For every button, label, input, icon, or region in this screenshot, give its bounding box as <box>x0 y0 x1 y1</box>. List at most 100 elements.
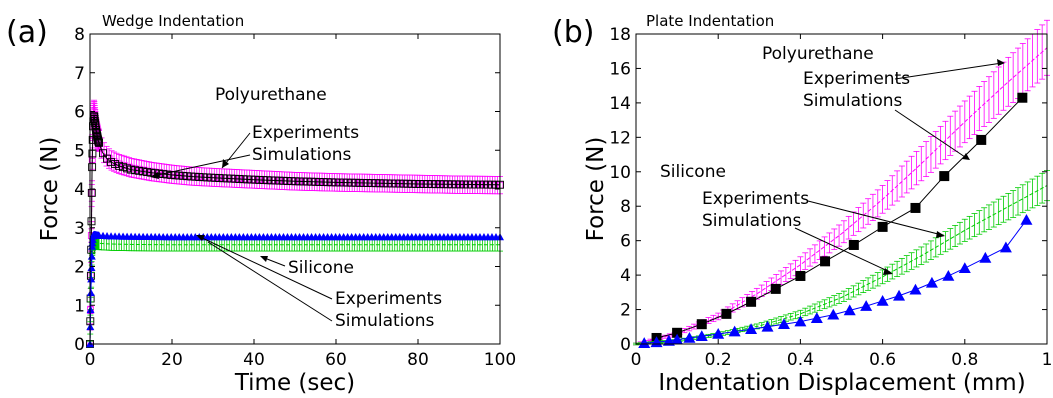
a-series-1-marker <box>395 179 404 188</box>
b-series-3-marker <box>876 294 889 306</box>
a-series-1-marker <box>299 177 308 186</box>
a-series-1-marker <box>179 171 188 180</box>
panel-a-ticks: 0 20 40 60 80 100 0 1 2 3 4 5 6 7 8 <box>74 25 516 370</box>
a-series-1-marker <box>443 180 452 189</box>
panel-b-ylabel: Force (N) <box>583 137 609 242</box>
b-series-3-marker <box>671 333 684 345</box>
a-series-1-marker <box>439 180 448 189</box>
a-series-1-marker <box>379 179 388 188</box>
arrow-a-pu-sim-head <box>150 172 159 179</box>
a-series-1-marker <box>431 180 440 189</box>
b-xtick-label: 0.8 <box>951 350 978 370</box>
a-series-1-marker <box>247 175 256 184</box>
b-series-3-marker <box>777 318 790 329</box>
arrow-a-si-silicone-head <box>260 256 268 262</box>
a-xtick-label: 40 <box>243 350 265 370</box>
a-series-1-marker <box>363 179 372 187</box>
a-series-1-marker <box>447 180 456 189</box>
b-ytick-label: 18 <box>609 25 631 45</box>
a-series-1-marker <box>87 217 96 226</box>
a-series-1-marker <box>427 180 436 189</box>
panel-a-arrows <box>150 132 333 322</box>
a-series-1-marker <box>135 166 144 175</box>
b-series-3-marker <box>942 269 955 281</box>
a-series-0-marker <box>140 166 148 174</box>
a-series-1-marker <box>203 173 212 182</box>
panel-b: (b) Plate Indentation 0 0.2 0.4 0.6 0.8 10246… <box>552 12 1052 396</box>
a-series-1-marker <box>355 178 364 187</box>
a-series-1-marker <box>127 165 136 174</box>
a-series-1-marker <box>488 180 496 189</box>
a-series-1-marker <box>423 180 432 189</box>
panel-a-annotation-pu-experiments: Experiments <box>252 123 359 143</box>
a-series-1-marker <box>492 180 500 189</box>
panel-b-title: Plate Indentation <box>646 12 774 30</box>
b-series-3-marker <box>683 331 696 343</box>
arrow-b-si-sim <box>794 227 891 273</box>
b-series-3-marker <box>827 308 840 320</box>
b-xtick-label: 0 <box>631 350 642 370</box>
a-series-3 <box>86 230 504 348</box>
a-series-1-marker <box>303 177 312 186</box>
arrow-b-pu-sim <box>894 109 969 160</box>
a-series-1-marker <box>243 175 252 184</box>
a-series-1-marker <box>339 178 348 187</box>
a-series-1-marker <box>347 178 356 187</box>
a-series-1-marker <box>143 168 152 177</box>
a-series-1-marker <box>455 180 464 189</box>
a-ytick-label: 6 <box>74 103 85 123</box>
b-series-3-marker <box>979 251 992 263</box>
a-series-1-marker <box>307 177 316 186</box>
a-series-1-marker <box>319 178 328 187</box>
a-series-1-marker <box>323 178 332 187</box>
b-xtick-label: 0.6 <box>869 350 896 370</box>
a-series-3-marker <box>86 288 95 297</box>
a-xtick-label: 60 <box>325 350 347 370</box>
b-ytick-label: 10 <box>609 163 631 183</box>
arrow-a-pu-exp-head <box>222 159 229 168</box>
panel-a-plot-area <box>86 99 504 348</box>
b-series-1-marker <box>976 134 987 145</box>
a-series-1-marker <box>231 174 240 183</box>
b-series-1-marker <box>820 256 831 267</box>
panel-b-letter: (b) <box>552 15 594 50</box>
b-series-1-marker <box>721 308 732 319</box>
b-series-1-marker <box>1017 92 1028 103</box>
a-series-1-marker <box>399 179 408 188</box>
b-series-3-marker <box>712 328 725 339</box>
b-series-3-marker <box>909 283 922 295</box>
b-series-3-marker <box>925 276 938 288</box>
b-series-1-marker <box>746 296 757 307</box>
a-series-1-marker <box>223 174 232 183</box>
arrow-a-si-exp <box>197 235 333 300</box>
b-series-1-marker <box>848 239 859 250</box>
a-series-1-marker <box>291 177 300 186</box>
a-series-1-marker <box>99 149 107 158</box>
a-series-1-marker <box>251 175 260 184</box>
b-series-3-marker <box>860 300 873 311</box>
panel-a-xlabel: Time (sec) <box>234 370 355 396</box>
b-series-3-marker <box>810 312 823 323</box>
panel-b-xlabel: Indentation Displacement (mm) <box>658 370 1025 396</box>
panel-a-annotation-polyurethane: Polyurethane <box>215 85 327 105</box>
a-series-1-marker <box>343 178 352 187</box>
b-series-1-marker <box>910 202 921 213</box>
a-series-1-marker <box>171 171 180 180</box>
a-series-1-marker <box>279 176 288 185</box>
a-series-1-marker <box>295 177 304 186</box>
b-series-3-marker <box>728 325 741 337</box>
a-series-1-marker <box>123 164 132 173</box>
b-ytick-label: 14 <box>609 94 631 114</box>
panel-b-annotation-si-simulations: Simulations <box>702 211 802 231</box>
b-series-1-marker <box>877 221 888 232</box>
arrow-a-si-exp-head <box>196 235 205 241</box>
a-series-1-marker <box>311 177 320 186</box>
a-series-1-marker <box>467 180 476 189</box>
a-series-1-marker <box>283 177 292 185</box>
panel-a: (a) Wedge Indentation 0 20 40 60 80 100 0 1 2 3 4 5… <box>6 12 516 396</box>
a-series-1-marker <box>407 179 416 188</box>
a-series-1-marker <box>211 173 220 182</box>
a-series-0-marker <box>120 162 128 169</box>
arrow-b-pu-sim-head <box>962 153 970 160</box>
